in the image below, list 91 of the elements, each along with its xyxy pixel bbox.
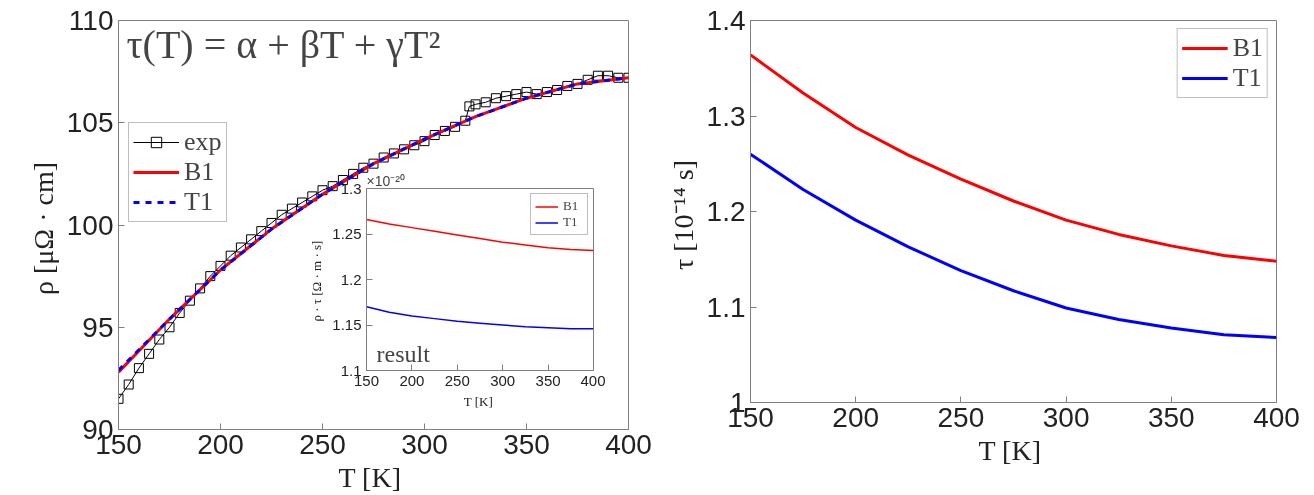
point — [572, 78, 583, 89]
point — [123, 379, 134, 390]
point — [429, 130, 440, 141]
x-tick-label: 200 — [399, 371, 425, 389]
x-tick-label: 350 — [1147, 401, 1195, 433]
line-series — [366, 218, 594, 252]
legend-label: exp — [184, 127, 222, 157]
x-tick-label: 400 — [605, 428, 652, 460]
x-axis-title: T [K] — [338, 461, 401, 493]
point — [144, 348, 155, 359]
y-axis-title: ρ [μΩ · cm] — [27, 162, 59, 295]
point — [133, 363, 144, 374]
x-tick-label: 250 — [444, 371, 470, 389]
point — [266, 217, 277, 228]
legend-label: T1 — [184, 187, 213, 217]
point — [470, 99, 481, 110]
point — [307, 191, 318, 202]
legend-label: T1 — [563, 214, 579, 230]
point — [225, 250, 236, 261]
point — [195, 283, 206, 294]
point — [541, 87, 552, 98]
point — [501, 91, 512, 102]
annotation: result — [376, 340, 431, 367]
point — [337, 175, 348, 186]
point — [511, 89, 522, 100]
y-tick-label: 1.3 — [706, 100, 746, 132]
point — [174, 307, 185, 318]
annotation: τ(T) = α + βT + γT² — [126, 21, 441, 67]
point — [582, 74, 593, 85]
x-tick-label: 200 — [832, 401, 880, 433]
point — [409, 140, 420, 151]
legend-label: T1 — [1232, 63, 1262, 93]
point — [327, 181, 338, 192]
point — [297, 197, 308, 208]
point — [205, 271, 216, 282]
y-tick-label: 105 — [66, 107, 114, 139]
point — [378, 152, 389, 163]
x-tick-label: 350 — [503, 428, 550, 460]
y-tick-label: 1.1 — [706, 291, 746, 323]
y-tick-label: 1.2 — [706, 196, 746, 227]
point — [480, 97, 491, 108]
point — [317, 185, 328, 196]
point — [388, 148, 399, 159]
point — [460, 115, 471, 126]
y-tick-label: 100 — [66, 209, 114, 241]
line-series — [366, 306, 594, 330]
x-tick-label: 300 — [490, 371, 516, 389]
y-axis-title: ρ · τ [Ω · m · s] — [309, 240, 325, 322]
point — [215, 260, 226, 271]
point — [286, 203, 297, 214]
legend-label: B1 — [563, 198, 580, 214]
point — [490, 93, 501, 104]
y-axis-title: τ [10⁻¹⁴ s] — [667, 160, 699, 270]
y-tick-label: 1.25 — [332, 225, 362, 242]
y-tick-label: 110 — [68, 5, 114, 36]
point — [368, 158, 379, 169]
point — [399, 144, 410, 155]
y-tick-label: 1.15 — [332, 316, 362, 333]
point — [235, 242, 246, 253]
legend-label: B1 — [1232, 33, 1263, 63]
point — [439, 125, 450, 136]
x-tick-label: 400 — [580, 371, 606, 389]
x-tick-label: 200 — [197, 428, 244, 460]
y-tick-label: 1.2 — [340, 270, 362, 288]
point — [419, 136, 430, 147]
point — [613, 72, 624, 83]
x-axis-title: T [K] — [463, 393, 493, 409]
annotation: ×10⁻²⁰ — [366, 172, 405, 189]
point — [521, 87, 532, 98]
point — [184, 295, 195, 306]
y-tick-label: 1.4 — [706, 5, 746, 36]
y-tick-label: 1.3 — [340, 179, 362, 197]
y-tick-label: 95 — [82, 311, 114, 343]
point — [531, 89, 542, 100]
point — [358, 162, 369, 173]
point — [562, 80, 573, 91]
point — [464, 101, 475, 112]
x-tick-label: 250 — [299, 428, 346, 460]
line-series — [750, 152, 1277, 340]
x-axis-title: T [K] — [978, 434, 1041, 466]
x-tick-label: 350 — [535, 371, 561, 389]
point — [154, 334, 165, 345]
point — [348, 168, 359, 179]
point — [276, 209, 287, 220]
x-tick-label: 300 — [401, 428, 448, 460]
point — [450, 121, 461, 132]
legend-label: B1 — [184, 157, 215, 187]
x-tick-label: 250 — [937, 401, 985, 433]
x-tick-label: 400 — [1253, 401, 1300, 433]
point — [552, 85, 563, 96]
x-tick-label: 300 — [1042, 401, 1090, 433]
